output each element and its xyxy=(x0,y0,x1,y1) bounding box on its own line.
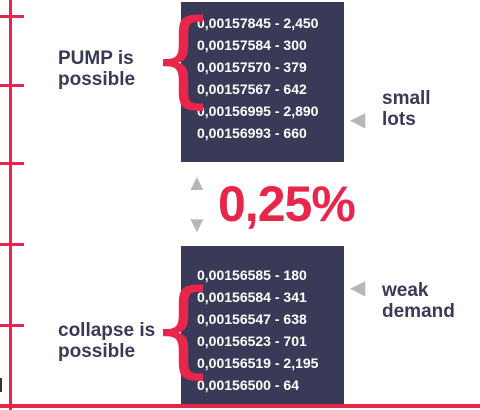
weak-demand-line: demand xyxy=(382,301,455,322)
bid-row: 0,00156519 - 2,195 xyxy=(197,355,319,371)
spread-percentage: 0,25% xyxy=(218,176,356,232)
ask-row: 0,00156995 - 2,890 xyxy=(197,103,319,119)
pump-label-line: PUMP is xyxy=(58,48,134,69)
ask-order-book: 0,00157845 - 2,450 0,00157584 - 300 0,00… xyxy=(181,2,344,162)
bid-row: 0,00156547 - 638 xyxy=(197,311,307,327)
bid-row: 0,00156523 - 701 xyxy=(197,333,307,349)
scale-tick xyxy=(0,162,24,165)
collapse-possible-label: collapse is possible xyxy=(58,320,155,362)
weak-demand-line: weak xyxy=(382,280,429,301)
scale-tick xyxy=(0,15,24,18)
bid-row: 0,00156584 - 341 xyxy=(197,289,307,305)
bid-row: 0,00156585 - 180 xyxy=(197,267,307,283)
left-pointer-icon: ◀ xyxy=(350,277,366,299)
ask-row: 0,00157845 - 2,450 xyxy=(197,15,319,31)
small-lots-line: lots xyxy=(382,109,416,130)
ask-row: 0,00156993 - 660 xyxy=(197,125,307,141)
scale-tick xyxy=(0,324,24,327)
up-arrow-icon: ▲ xyxy=(186,170,208,195)
collapse-label-line: possible xyxy=(58,341,136,362)
weak-demand-label: weak demand xyxy=(382,280,455,322)
pump-label-line: possible xyxy=(58,69,136,90)
pump-possible-label: PUMP is possible xyxy=(58,48,135,90)
small-lots-label: small lots xyxy=(382,88,431,130)
scale-tick xyxy=(0,84,24,87)
bottom-baseline xyxy=(0,404,480,408)
edge-mark xyxy=(0,378,2,392)
small-lots-line: small xyxy=(382,88,431,109)
bid-order-book: 0,00156585 - 180 0,00156584 - 341 0,0015… xyxy=(181,246,344,404)
scale-tick xyxy=(0,243,24,246)
ask-row: 0,00157584 - 300 xyxy=(197,37,307,53)
left-pointer-icon: ◀ xyxy=(350,109,366,131)
brace-icon: { xyxy=(150,0,217,119)
down-arrow-icon: ▼ xyxy=(186,212,208,237)
vertical-scale-line xyxy=(9,0,12,410)
brace-icon: { xyxy=(150,267,217,389)
bid-row: 0,00156500 - 64 xyxy=(197,377,299,393)
ask-row: 0,00157570 - 379 xyxy=(197,59,307,75)
ask-row: 0,00157567 - 642 xyxy=(197,81,307,97)
collapse-label-line: collapse is xyxy=(58,320,156,341)
